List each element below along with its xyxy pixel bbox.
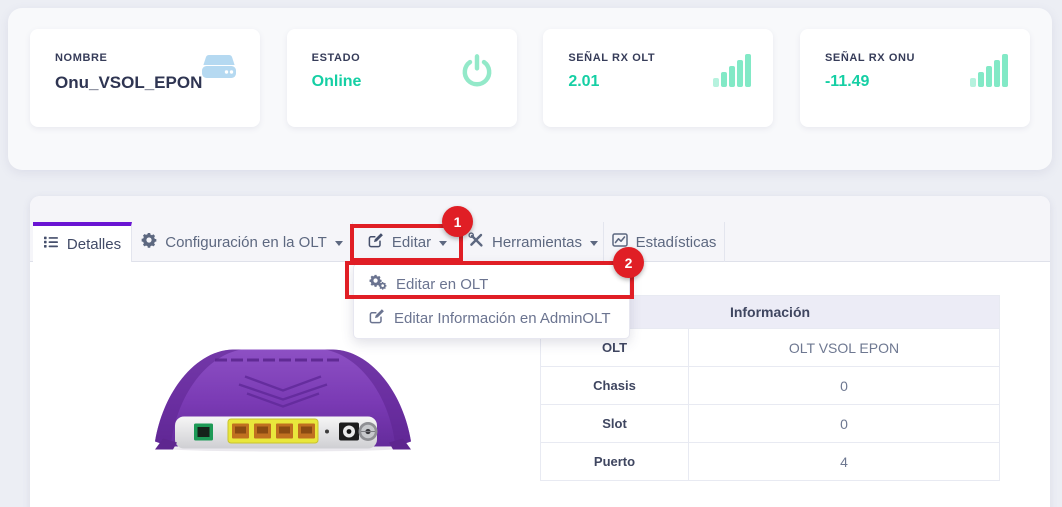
- tools-icon: [468, 232, 484, 252]
- tab-label: Estadísticas: [635, 233, 717, 251]
- stat-value: Onu_VSOL_EPON: [55, 73, 203, 92]
- stat-label: ESTADO: [311, 52, 361, 64]
- chart-line-icon: [611, 232, 628, 252]
- gear-icon: [141, 232, 157, 252]
- chevron-down-icon: [334, 241, 343, 246]
- stat-card-senal-rx-onu: SEÑAL RX ONU -11.49: [799, 29, 1030, 127]
- row-value: OLT VSOL EPON: [688, 328, 1000, 367]
- cogs-icon: [369, 274, 387, 294]
- table-row-chasis: Chasis 0: [540, 366, 1000, 405]
- tab-herramientas[interactable]: Herramientas: [463, 222, 604, 262]
- tab-detalles[interactable]: Detalles: [33, 222, 132, 262]
- tabs: Detalles Configuración en la OLT: [33, 222, 725, 262]
- row-value: 0: [688, 366, 1000, 405]
- info-table: Información OLT OLT VSOL EPON Chasis 0 S…: [540, 295, 1000, 481]
- stat-card-estado: ESTADO Online: [286, 29, 517, 127]
- tab-label: Configuración en la OLT: [165, 233, 327, 251]
- stat-cards-row: NOMBRE Onu_VSOL_EPON ESTADO Online: [30, 29, 1030, 127]
- signal-rx-olt-value: 2.01: [568, 73, 600, 90]
- signal-icon: [713, 53, 752, 92]
- row-label: Slot: [540, 404, 689, 443]
- power-icon: [459, 53, 495, 94]
- row-label: Puerto: [540, 442, 689, 481]
- stat-label: SEÑAL RX OLT: [568, 52, 656, 64]
- device-icon: [200, 53, 238, 86]
- row-label: Chasis: [540, 366, 689, 405]
- signal-rx-onu-value: -11.49: [824, 73, 870, 90]
- chevron-down-icon: [439, 241, 448, 246]
- tab-editar[interactable]: Editar: [353, 222, 463, 262]
- summary-panel: NOMBRE Onu_VSOL_EPON ESTADO Online: [8, 8, 1052, 170]
- stat-label: SEÑAL RX ONU: [824, 52, 916, 64]
- menu-item-editar-informacion-adminolt[interactable]: Editar Información en AdminOLT: [354, 301, 629, 335]
- table-row-puerto: Puerto 4: [540, 442, 1000, 481]
- edit-square-icon: [369, 308, 385, 328]
- table-row-olt: OLT OLT VSOL EPON: [540, 328, 1000, 367]
- row-value: 0: [688, 404, 1000, 443]
- tab-estadisticas[interactable]: Estadísticas: [604, 222, 725, 262]
- tab-bar: Detalles Configuración en la OLT: [30, 196, 1050, 262]
- content-card: Detalles Configuración en la OLT: [30, 196, 1050, 507]
- tab-label: Editar: [391, 233, 432, 251]
- edit-square-icon: [368, 232, 384, 252]
- list-icon: [43, 234, 59, 254]
- onu-device-image: [153, 345, 413, 458]
- stat-card-nombre: NOMBRE Onu_VSOL_EPON: [30, 29, 260, 127]
- tab-label: Herramientas: [491, 233, 583, 251]
- stat-label: NOMBRE: [55, 52, 108, 64]
- tab-configuracion-olt[interactable]: Configuración en la OLT: [132, 222, 353, 262]
- chevron-down-icon: [590, 241, 599, 246]
- menu-item-editar-en-olt[interactable]: Editar en OLT: [354, 267, 629, 301]
- menu-item-label: Editar en OLT: [396, 275, 489, 293]
- editar-dropdown-menu: Editar en OLT Editar Información en Admi…: [353, 263, 630, 339]
- tab-label: Detalles: [66, 235, 122, 253]
- signal-icon: [969, 53, 1008, 92]
- status-value: Online: [311, 73, 362, 90]
- table-row-slot: Slot 0: [540, 404, 1000, 443]
- stat-card-senal-rx-olt: SEÑAL RX OLT 2.01: [543, 29, 774, 127]
- menu-item-label: Editar Información en AdminOLT: [394, 309, 611, 327]
- row-value: 4: [688, 442, 1000, 481]
